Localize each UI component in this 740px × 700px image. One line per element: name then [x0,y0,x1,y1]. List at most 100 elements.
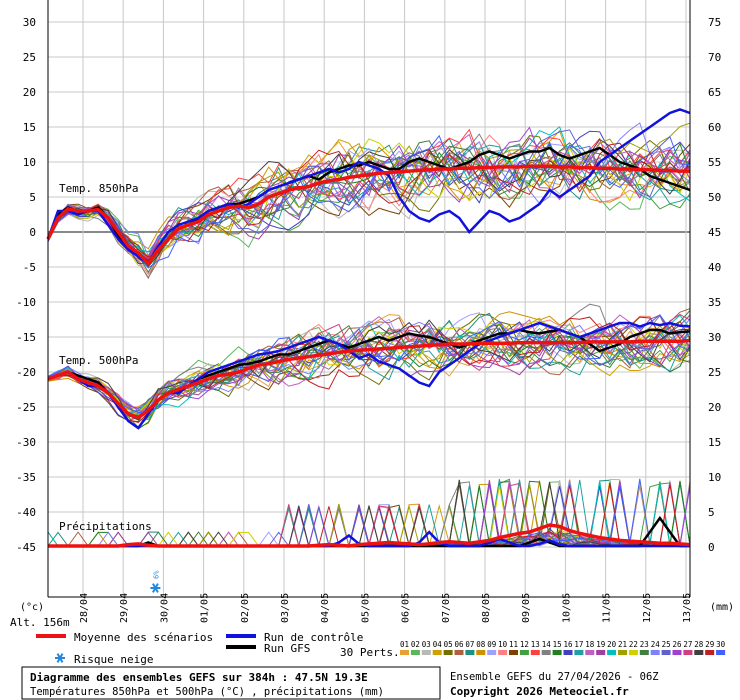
pert-swatch [552,650,562,655]
pert-number: 22 [629,640,638,649]
pert-swatch [694,650,704,655]
right-tick-label: 25 [708,366,721,379]
date-tick-label: 09/05 [521,593,532,623]
date-tick-label: 08/05 [481,593,492,623]
pert-number: 11 [509,640,518,649]
pert-number: 28 [694,640,704,649]
pert-number: 14 [542,640,552,649]
snow-risk-percent: 6% [152,570,160,579]
footer-run-info: Ensemble GEFS du 27/04/2026 - 06Z [450,671,659,683]
left-tick-label: -45 [16,541,36,554]
pert-swatch [607,650,617,655]
series-line-t850 [46,164,690,267]
footer-subtitle: Températures 850hPa et 500hPa (°C) , pré… [30,686,384,698]
date-tick-label: 30/04 [159,593,170,623]
pert-swatch [596,650,606,655]
right-tick-label: 10 [708,471,721,484]
pert-swatch [530,650,540,655]
left-tick-label: 5 [29,191,36,204]
date-tick-label: 02/05 [240,593,251,623]
pert-swatch [509,650,518,655]
pert-number: 25 [662,640,671,649]
pert-number: 05 [444,640,453,649]
left-tick-label: 25 [23,51,36,64]
pert-number: 04 [433,640,443,649]
pert-number: 18 [585,640,595,649]
pert-number: 30 [716,640,726,649]
date-tick-label: 10/05 [561,593,572,623]
pert-number: 26 [673,640,683,649]
right-tick-label: 30 [708,331,721,344]
pert-number: 02 [411,640,420,649]
series-line-precip [48,523,691,548]
pert-number: 17 [574,640,583,649]
left-tick-label: -5 [23,261,36,274]
pert-line-t500 [47,319,691,421]
pert-number: 12 [520,640,529,649]
pert-number: 07 [465,640,474,649]
snow-legend-icon [55,653,65,663]
pert-swatch [454,650,464,655]
pert-swatch [574,650,584,655]
date-tick-label: 28/04 [79,593,90,623]
date-tick-label: 01/05 [200,593,211,623]
pert-number: 01 [400,640,409,649]
left-tick-label: -20 [16,366,36,379]
pert-number: 06 [455,640,465,649]
left-tick-label: -15 [16,331,36,344]
footer-box [21,666,441,700]
date-tick-label: 12/05 [642,593,653,623]
right-tick-label: 15 [708,436,721,449]
altitude-label: Alt. 156m [10,616,70,629]
pert-number: 29 [705,640,714,649]
right-tick-label: 40 [708,261,721,274]
left-tick-label: 0 [29,226,36,239]
pert-line-t500 [47,316,691,423]
pert-line-t500 [47,318,691,414]
gfs-legend-swatch [226,645,256,649]
pert-swatch [476,650,486,655]
right-tick-label: 0 [708,541,715,554]
pert-swatch [519,650,529,655]
right-tick-label: 70 [708,51,721,64]
perturbation-legend: 01 02 03 04 05 06 07 08 09 10 11 12 13 14 15 16 17 18 19 20… [400,640,726,655]
precip-label: Précipitations [59,520,152,533]
snowflake-stroke [152,583,159,593]
date-tick-label: 06/05 [401,593,412,623]
pert-line-t850 [47,122,691,265]
left-tick-label: 20 [23,86,36,99]
date-tick-label: 05/05 [360,593,371,623]
mean-legend-label: Moyenne des scénarios [74,631,213,644]
right-tick-label: 20 [708,401,721,414]
pert-number: 23 [640,640,649,649]
pert-number: 13 [531,640,540,649]
left-tick-label: -35 [16,471,36,484]
control-legend-swatch [226,634,256,638]
grid [48,0,690,597]
pert-swatch [683,650,693,655]
pert-swatch [618,650,627,655]
pert-swatch [585,650,595,655]
left-tick-label: 10 [23,156,36,169]
pert-swatch [716,650,726,655]
pert-swatch [465,650,475,655]
pert-line-t500 [47,312,691,413]
pert-swatch [541,650,551,655]
pert-number: 24 [651,640,661,649]
right-tick-label: 65 [708,86,721,99]
pert-number: 15 [553,640,562,649]
left-tick-label: -10 [16,296,36,309]
pert-number: 27 [683,640,692,649]
main-series-lines [46,108,691,548]
left-tick-label: 30 [23,16,36,29]
left-axis-unit: (°c) [20,602,44,613]
gfs-legend-label: Run GFS [264,642,310,655]
perturbation-lines [47,122,691,548]
pert-swatch [432,650,442,655]
pert-number: 10 [498,640,508,649]
pert-swatch [421,650,431,655]
pert-line-t850 [47,126,691,257]
pert-swatch [563,650,573,655]
